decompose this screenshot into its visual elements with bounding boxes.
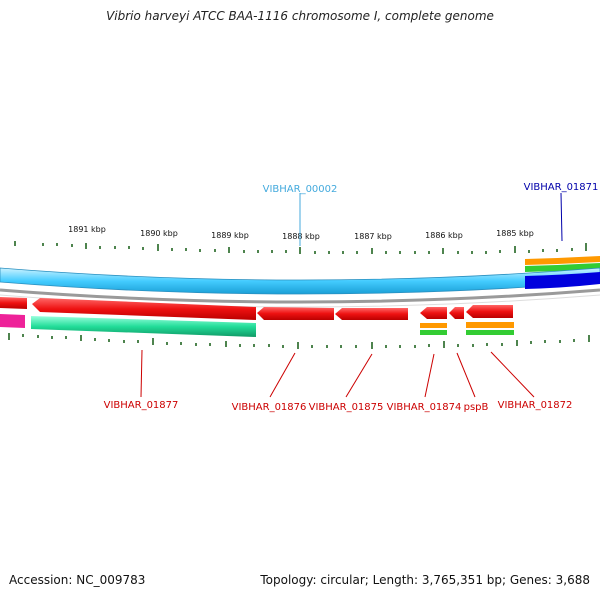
gene-vibhar-01872 [466,305,513,318]
leader-line-vibhar-01871 [560,192,563,242]
magenta-feature [0,314,25,328]
scale-label-1889: 1889 kbp [211,231,249,240]
leader-line-vibhar-01872 [490,351,535,398]
scale-label-1888: 1888 kbp [282,232,320,241]
inner-tick-marks [8,333,590,349]
genome-info-text: Topology: circular; Length: 3,765,351 bp… [260,573,590,587]
contig-band [0,267,600,295]
orange-feature-forward [525,256,600,265]
outer-tick-marks [14,241,587,254]
map-title: Vibrio harveyi ATCC BAA-1116 chromosome … [106,9,494,23]
leader-line-vibhar-01874 [424,353,435,398]
gene-left-edge [0,297,27,309]
aqua-feature [31,316,256,337]
orange-feature-01874 [420,323,447,328]
label-vibhar-01877: VIBHAR_01877 [104,400,179,411]
scale-label-1890: 1890 kbp [140,229,178,238]
green-feature-01872 [466,330,514,335]
gene-vibhar-01876 [257,307,334,320]
gene-vibhar-01874 [420,307,447,319]
leader-line-vibhar-01875 [345,353,373,398]
label-vibhar-01875: VIBHAR_01875 [309,402,384,413]
leader-line-vibhar-01877 [140,349,143,398]
orange-feature-01872 [466,322,514,328]
scale-label-1885: 1885 kbp [496,229,534,238]
gene-vibhar-01875 [335,308,408,320]
leader-line-pspb [456,352,476,398]
leader-line-vibhar-01876 [269,352,296,398]
gene-pspb [449,307,464,319]
gene-vibhar-01871 [525,272,600,289]
scale-label-1891: 1891 kbp [68,225,106,234]
label-vibhar-01871: VIBHAR_01871 [524,182,599,193]
green-feature-01874 [420,330,447,335]
accession-text: Accession: NC_009783 [9,573,146,587]
label-vibhar-01876: VIBHAR_01876 [232,402,307,413]
label-pspb: pspB [464,402,489,413]
label-vibhar-01874: VIBHAR_01874 [387,402,462,413]
label-vibhar-00002: VIBHAR_00002 [263,184,338,195]
gene-vibhar-01877 [32,298,256,320]
backbone-line [0,288,600,304]
scale-label-1886: 1886 kbp [425,231,463,240]
label-vibhar-01872: VIBHAR_01872 [498,400,573,411]
scale-label-1887: 1887 kbp [354,232,392,241]
